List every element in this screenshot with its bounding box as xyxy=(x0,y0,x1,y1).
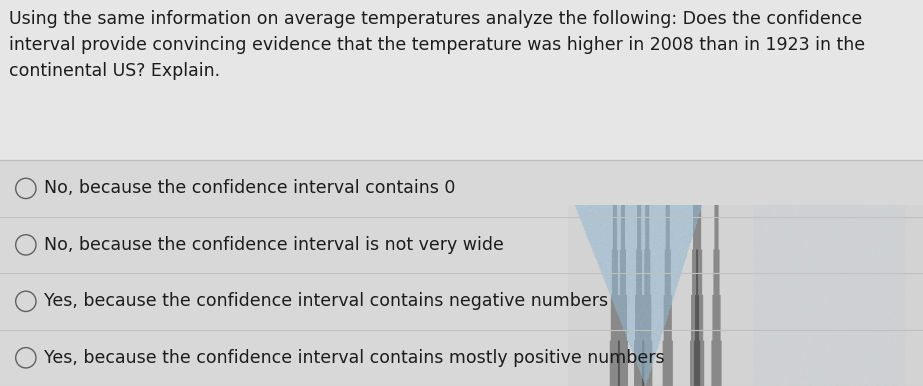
Text: Yes, because the confidence interval contains mostly positive numbers: Yes, because the confidence interval con… xyxy=(44,349,665,367)
Text: Yes, because the confidence interval contains negative numbers: Yes, because the confidence interval con… xyxy=(44,292,608,310)
Text: No, because the confidence interval is not very wide: No, because the confidence interval is n… xyxy=(44,236,504,254)
Text: Using the same information on average temperatures analyze the following: Does t: Using the same information on average te… xyxy=(9,10,866,80)
Text: No, because the confidence interval contains 0: No, because the confidence interval cont… xyxy=(44,179,456,197)
